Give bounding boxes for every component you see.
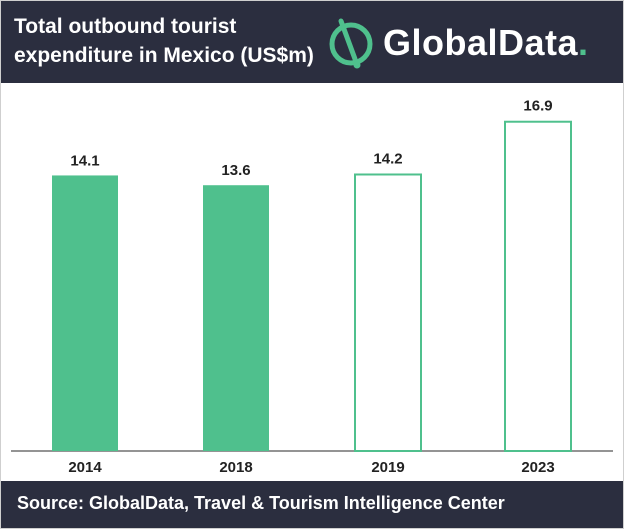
globaldata-logo-icon <box>329 18 373 69</box>
bar-2023 <box>504 120 572 453</box>
x-tick-label-2023: 2023 <box>521 459 554 476</box>
footer-bar: Source: GlobalData, Travel & Tourism Int… <box>1 481 623 528</box>
bar-2018 <box>203 185 269 451</box>
x-tick-label-2019: 2019 <box>371 459 404 476</box>
value-label-2018: 13.6 <box>221 162 250 179</box>
bar-2014 <box>52 175 118 451</box>
source-text: Source: GlobalData, Travel & Tourism Int… <box>17 493 505 513</box>
x-tick-label-2014: 2014 <box>68 459 102 476</box>
bar-2019 <box>354 173 422 453</box>
logo-wordmark-text: GlobalData <box>383 22 579 63</box>
value-label-2023: 16.9 <box>523 98 552 115</box>
value-label-2019: 14.2 <box>373 150 402 167</box>
chart-title: Total outbound tourist expenditure in Me… <box>14 15 314 67</box>
logo-wordmark: GlobalData. <box>383 21 589 65</box>
value-label-2014: 14.1 <box>70 152 99 169</box>
globaldata-logo: GlobalData. <box>327 15 617 71</box>
bar-chart: 14.1 2014 13.6 2018 14.2 2019 16.9 2023 <box>11 98 613 476</box>
logo-dot: . <box>578 22 589 63</box>
x-tick-label-2018: 2018 <box>219 459 252 476</box>
header-bar: Total outbound tourist expenditure in Me… <box>1 1 623 83</box>
